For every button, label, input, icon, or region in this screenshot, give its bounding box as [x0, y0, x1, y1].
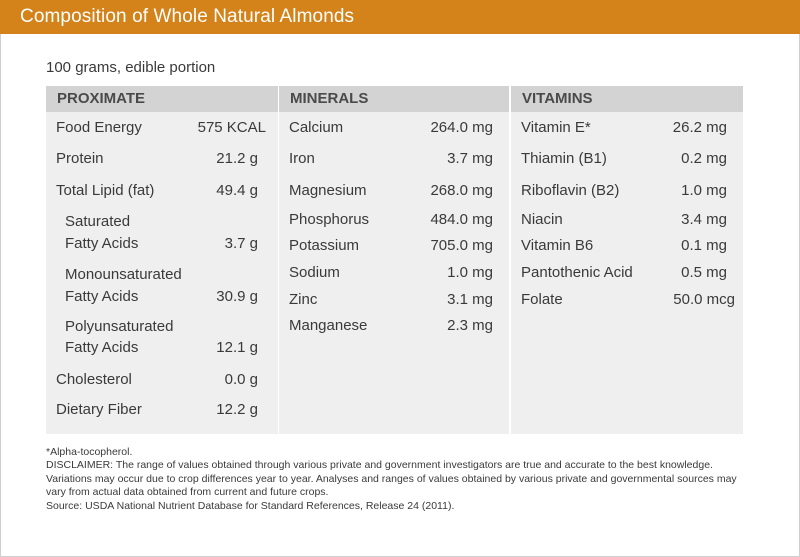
nutrient-value: 3.4 mg: [681, 211, 727, 228]
nutrient-label: Cholesterol: [56, 371, 132, 388]
nutrient-label-line2: Fatty Acids: [65, 288, 139, 305]
nutrient-value: 0.0 g: [224, 371, 258, 388]
vitamins-heading: VITAMINS: [522, 90, 593, 107]
nutrient-label: Zinc: [289, 291, 318, 308]
minerals-header: MINERALS: [279, 86, 509, 112]
nutrient-value: 49.4 g: [216, 182, 258, 199]
footnotes: *Alpha-tocopherol. DISCLAIMER: The range…: [46, 446, 746, 513]
title-bar: Composition of Whole Natural Almonds: [0, 0, 800, 34]
nutrient-label: Polyunsaturated: [65, 318, 174, 335]
nutrient-label: Vitamin B6: [521, 237, 594, 254]
nutrient-label: Phosphorus: [289, 211, 370, 228]
nutrient-label: Protein: [56, 150, 104, 167]
vitamins-header: VITAMINS: [511, 86, 743, 112]
nutrient-label: Pantothenic Acid: [521, 264, 633, 281]
nutrient-value: 3.1 mg: [447, 291, 493, 308]
nutrient-value: 1.0 mg: [447, 264, 493, 281]
nutrient-label: Vitamin E*: [521, 119, 591, 136]
nutrient-value: 30.9 g: [216, 288, 258, 305]
nutrient-label: Sodium: [289, 264, 340, 281]
nutrient-label-line2: Fatty Acids: [65, 339, 139, 356]
page-title: Composition of Whole Natural Almonds: [20, 6, 355, 27]
nutrient-label: Dietary Fiber: [56, 401, 142, 418]
nutrient-value: 264.0 mg: [430, 119, 493, 136]
proximate-column: PROXIMATE Food Energy 575 KCAL Protein 2…: [46, 86, 278, 434]
nutrient-value: 0.2 mg: [681, 150, 727, 167]
nutrient-label: Monounsaturated: [65, 266, 182, 283]
nutrient-label: Food Energy: [56, 119, 142, 136]
nutrient-value: 1.0 mg: [681, 182, 727, 199]
nutrient-label: Riboflavin (B2): [521, 182, 620, 199]
nutrient-value: 50.0 mcg: [673, 291, 735, 308]
proximate-heading: PROXIMATE: [57, 90, 146, 107]
vitamins-column: VITAMINS Vitamin E* 26.2 mg Thiamin (B1)…: [511, 86, 743, 434]
nutrient-label: Niacin: [521, 211, 563, 228]
nutrient-value: 12.1 g: [216, 339, 258, 356]
nutrient-label: Iron: [289, 150, 315, 167]
nutrient-value: 3.7 mg: [447, 150, 493, 167]
minerals-heading: MINERALS: [290, 90, 369, 107]
minerals-column: MINERALS Calcium 264.0 mg Iron 3.7 mg Ma…: [279, 86, 509, 434]
nutrient-label: Total Lipid (fat): [56, 182, 155, 199]
nutrient-label: Potassium: [289, 237, 360, 254]
source-citation: Source: USDA National Nutrient Database …: [46, 499, 455, 512]
nutrient-label: Thiamin (B1): [521, 150, 607, 167]
nutrient-value: 575 KCAL: [197, 119, 266, 136]
nutrient-value: 2.3 mg: [447, 317, 493, 334]
nutrient-label: Saturated: [65, 213, 131, 230]
nutrient-value: 3.7 g: [224, 235, 258, 252]
nutrient-value: 0.5 mg: [681, 264, 727, 281]
nutrient-label: Manganese: [289, 317, 368, 334]
nutrient-value: 705.0 mg: [430, 237, 493, 254]
nutrient-label: Calcium: [289, 119, 344, 136]
asterisk-footnote: *Alpha-tocopherol.: [46, 446, 133, 458]
nutrient-value: 268.0 mg: [430, 182, 493, 199]
proximate-header: PROXIMATE: [46, 86, 278, 112]
disclaimer-text: DISCLAIMER: The range of values obtained…: [46, 459, 737, 499]
nutrient-label: Folate: [521, 291, 563, 308]
nutrient-value: 0.1 mg: [681, 237, 727, 254]
nutrient-value: 484.0 mg: [430, 211, 493, 228]
portion-subtitle: 100 grams, edible portion: [46, 59, 216, 76]
nutrient-value: 21.2 g: [216, 150, 258, 167]
nutrient-value: 26.2 mg: [672, 119, 727, 136]
nutrient-label: Magnesium: [289, 182, 367, 199]
nutrient-label-line2: Fatty Acids: [65, 235, 139, 252]
nutrient-value: 12.2 g: [216, 401, 258, 418]
